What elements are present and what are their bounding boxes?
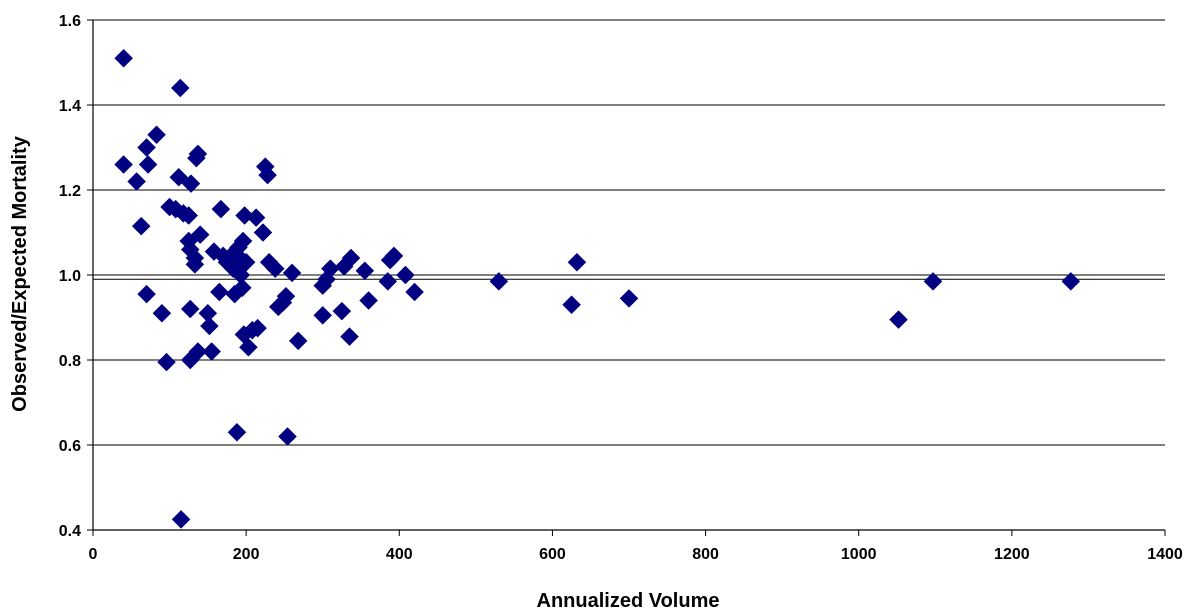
data-point-39 <box>227 422 247 442</box>
data-point-60 <box>278 427 297 446</box>
data-point-31 <box>204 242 224 261</box>
data-point-56 <box>265 259 285 278</box>
data-point-61 <box>282 263 302 283</box>
y-tick-label-1: 0.6 <box>59 438 81 455</box>
x-tick-label-4: 800 <box>692 546 719 563</box>
x-tick-label-5: 1000 <box>841 546 877 563</box>
data-point-12 <box>169 167 189 187</box>
data-point-9 <box>157 352 176 372</box>
data-point-69 <box>340 327 359 346</box>
data-point-82 <box>889 310 908 329</box>
data-point-2 <box>127 172 146 191</box>
data-point-54 <box>258 165 277 185</box>
data-point-32 <box>209 282 229 302</box>
x-tick-label-7: 1400 <box>1147 546 1183 563</box>
data-point-51 <box>248 318 267 338</box>
data-point-76 <box>396 265 415 285</box>
data-point-48 <box>239 337 258 357</box>
x-tick-label-0: 0 <box>89 546 98 563</box>
data-point-14 <box>171 510 191 529</box>
data-point-44 <box>233 231 253 251</box>
data-point-50 <box>246 208 266 227</box>
data-points <box>114 48 1081 529</box>
data-point-8 <box>152 303 172 323</box>
grid-lines <box>93 19 1165 446</box>
y-tick-label-3: 1.0 <box>59 268 81 285</box>
tick-labels: 0.4 0.6 0.8 1.0 1.2 1.4 1.6 0 200 400 600 800 1000 12… <box>59 13 1183 563</box>
x-axis-title: Annualized Volume <box>537 590 720 612</box>
data-point-83 <box>923 272 943 291</box>
data-point-72 <box>359 291 379 310</box>
data-point-17 <box>181 174 201 193</box>
y-tick-label-5: 1.4 <box>59 98 81 115</box>
data-point-1 <box>114 155 133 174</box>
data-point-62 <box>288 331 308 351</box>
data-point-25 <box>188 144 208 164</box>
y-tick-label-0: 0.4 <box>59 523 81 540</box>
data-point-80 <box>567 252 587 272</box>
data-point-81 <box>619 289 639 308</box>
data-point-5 <box>138 155 158 174</box>
data-point-7 <box>147 125 166 145</box>
data-point-23 <box>185 255 205 274</box>
data-point-67 <box>332 301 352 321</box>
data-point-43 <box>232 278 252 298</box>
data-point-6 <box>137 284 156 304</box>
data-point-65 <box>317 269 336 289</box>
data-point-73 <box>378 272 398 291</box>
data-point-27 <box>188 342 208 361</box>
x-tick-label-6: 1200 <box>994 546 1030 563</box>
data-point-30 <box>202 342 222 361</box>
axes <box>87 19 1166 536</box>
data-point-52 <box>253 223 273 242</box>
data-point-33 <box>211 199 231 219</box>
data-point-77 <box>405 282 424 302</box>
data-point-63 <box>313 306 333 325</box>
data-point-16 <box>179 206 199 225</box>
x-tick-label-3: 600 <box>539 546 566 563</box>
data-point-3 <box>131 216 151 236</box>
x-tick-label-1: 200 <box>233 546 260 563</box>
data-point-46 <box>235 206 254 225</box>
data-point-26 <box>190 225 210 244</box>
data-point-13 <box>170 78 190 98</box>
y-axis-title: Observed/Expected Mortality <box>9 135 31 412</box>
data-point-70 <box>341 248 361 268</box>
data-point-75 <box>384 246 404 266</box>
y-tick-label-4: 1.2 <box>59 183 81 200</box>
y-tick-label-6: 1.6 <box>59 13 81 30</box>
y-tick-label-2: 0.8 <box>59 353 81 370</box>
data-point-59 <box>276 286 296 306</box>
data-point-79 <box>562 295 581 315</box>
x-tick-label-2: 400 <box>386 546 413 563</box>
data-point-20 <box>180 299 200 319</box>
data-point-84 <box>1061 272 1081 291</box>
data-point-4 <box>137 138 156 157</box>
data-point-0 <box>114 48 133 68</box>
data-point-78 <box>489 272 509 291</box>
data-point-47 <box>236 252 256 272</box>
data-point-29 <box>200 316 219 336</box>
data-point-71 <box>355 261 375 281</box>
